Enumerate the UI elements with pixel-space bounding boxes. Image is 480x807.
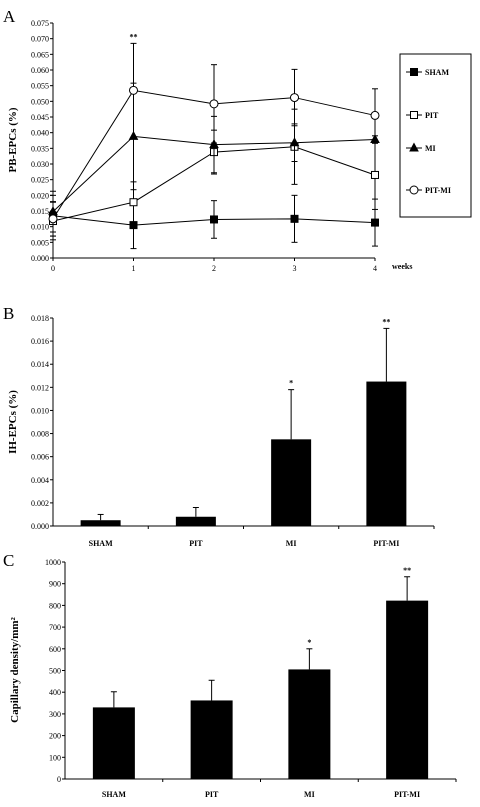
panel-b-y-tick-label: 0.010 <box>31 406 49 415</box>
legend-label: MI <box>425 144 436 153</box>
panel-b-bar-chart: B IH-EPCs (%) 0.000 0.002 0.004 0.006 0.008 0… <box>3 304 435 548</box>
panel-b-y-tick-label: 0.006 <box>31 453 49 462</box>
panel-a-y-tick-label: 0.035 <box>31 144 49 153</box>
panel-b-y-tick-label: 0.016 <box>31 337 49 346</box>
category-label: PIT-MI <box>394 790 420 799</box>
panel-c-y-axis-label: Capillary density/mm² <box>9 616 21 722</box>
data-point <box>290 93 299 103</box>
panel-a-y-tick-label: 0.010 <box>31 223 49 232</box>
legend-marker <box>409 185 419 195</box>
legend-marker <box>409 142 419 152</box>
significance-label: * <box>289 379 293 388</box>
panel-a-x-tick-label: 3 <box>293 264 297 273</box>
data-point <box>129 198 138 207</box>
panel-a-y-tick-label: 0.055 <box>31 82 49 91</box>
data-point <box>370 110 380 120</box>
legend-label: PIT-MI <box>425 186 451 195</box>
legend-label: PIT <box>425 111 439 120</box>
bar-mi <box>288 669 331 779</box>
bar-pit <box>190 700 233 779</box>
legend-marker <box>410 68 418 76</box>
significance-label: * <box>307 638 311 647</box>
category-label: PIT-MI <box>373 539 399 548</box>
bar-pit <box>175 516 216 526</box>
category-label: SHAM <box>89 539 113 548</box>
significance-label: ** <box>382 317 390 326</box>
bar-sham <box>92 707 135 779</box>
panel-a-y-tick-label: 0.005 <box>31 238 49 247</box>
data-point <box>209 139 219 149</box>
panel-b-y-tick-label: 0.018 <box>31 314 49 323</box>
panel-c-y-tick-label: 800 <box>49 601 61 610</box>
panel-a-y-tick-label: 0.075 <box>31 19 49 28</box>
panel-b-y-tick-label: 0.004 <box>31 476 49 485</box>
panel-a-y-tick-label: 0.045 <box>31 113 49 122</box>
panel-c-bar-chart: C Capillary density/mm² 0 100 200 300 400 500… <box>3 551 457 799</box>
panel-a-y-tick-label: 0.060 <box>31 66 49 75</box>
data-point <box>48 214 58 224</box>
panel-c-y-tick-label: 500 <box>49 667 61 676</box>
data-point <box>210 215 218 224</box>
panel-b-y-tick-label: 0.002 <box>31 499 49 508</box>
panel-a-x-tick-label: 4 <box>373 264 377 273</box>
panel-c-letter: C <box>3 551 14 570</box>
panel-c-y-tick-label: 100 <box>49 753 61 762</box>
panel-a-y-tick-label: 0.050 <box>31 97 49 106</box>
panel-c-y-tick-label: 300 <box>49 710 61 719</box>
category-label: SHAM <box>102 790 126 799</box>
panel-c-y-tick-label: 200 <box>49 732 61 741</box>
data-point <box>371 170 379 179</box>
legend-marker <box>410 111 418 119</box>
panel-b-y-tick-label: 0.012 <box>31 383 49 392</box>
panel-b-y-tick-label: 0.008 <box>31 430 49 439</box>
panel-c-y-tick-label: 400 <box>49 688 61 697</box>
panel-b-y-tick-label: 0.014 <box>31 360 49 369</box>
series-sham <box>49 194 379 250</box>
panel-a-y-tick-label: 0.030 <box>31 160 49 169</box>
panel-a-y-tick-label: 0.020 <box>31 191 49 200</box>
data-point <box>209 99 219 109</box>
panel-a-y-tick-label: 0.015 <box>31 207 49 216</box>
panel-c-y-tick-label: 1000 <box>45 558 61 567</box>
panel-b-y-axis-label: IH-EPCs (%) <box>7 390 19 454</box>
bar-sham <box>80 520 121 526</box>
panel-a-legend: SHAM PIT MI PIT-MI <box>399 53 472 218</box>
panel-a-letter: A <box>3 7 16 26</box>
panel-a-x-tick-label: 1 <box>132 264 136 273</box>
category-label: PIT <box>205 790 219 799</box>
panel-c-y-tick-label: 700 <box>49 623 61 632</box>
panel-c-y-tick-label: 900 <box>49 580 61 589</box>
legend-label: SHAM <box>425 68 449 77</box>
significance-label: ** <box>403 566 411 575</box>
category-label: MI <box>286 539 297 548</box>
panel-a-y-tick-label: 0.040 <box>31 129 49 138</box>
significance-label: ** <box>130 32 138 41</box>
data-point <box>289 137 300 147</box>
panel-c-y-tick-label: 600 <box>49 645 61 654</box>
data-point <box>129 85 138 95</box>
category-label: MI <box>304 790 315 799</box>
panel-a-y-tick-label: 0.065 <box>31 50 49 59</box>
panel-a-y-tick-label: 0.070 <box>31 35 49 44</box>
panel-b-letter: B <box>3 304 14 323</box>
panel-a-y-tick-label: 0.025 <box>31 176 49 185</box>
panel-a-x-axis-label: weeks <box>392 262 412 271</box>
data-point <box>371 218 379 227</box>
panel-c-y-tick-label: 0 <box>57 775 61 784</box>
data-point <box>290 214 299 223</box>
category-label: PIT <box>189 539 203 548</box>
series-pit-mi <box>48 42 380 237</box>
bar-pit-mi <box>386 600 429 779</box>
panel-a-y-axis-label: PB-EPCs (%) <box>7 107 19 172</box>
panel-a-line-chart: A PB-EPCs (%) weeks 0.000 0.005 0.010 0.015… <box>3 7 472 273</box>
panel-a-x-tick-label: 2 <box>212 264 216 273</box>
panel-a-x-tick-label: 0 <box>51 264 55 273</box>
panel-b-y-tick-label: 0.000 <box>31 522 49 531</box>
bar-mi <box>271 439 312 526</box>
bar-pit-mi <box>366 381 407 526</box>
panel-a-y-tick-label: 0.000 <box>31 254 49 263</box>
